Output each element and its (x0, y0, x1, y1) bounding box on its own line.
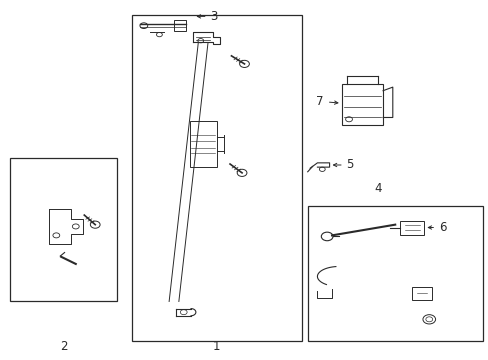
Bar (307, 206, 482, 342)
Bar (399, 221, 424, 235)
Text: 6: 6 (427, 221, 446, 234)
Text: 1: 1 (213, 339, 220, 352)
Bar (411, 287, 431, 300)
Bar (131, 15, 301, 342)
Text: 2: 2 (60, 339, 67, 352)
Bar (174, 20, 186, 31)
Bar (189, 121, 216, 167)
Text: 3: 3 (197, 10, 217, 23)
Text: 4: 4 (374, 183, 381, 195)
Bar (10, 158, 117, 301)
Text: 5: 5 (333, 158, 353, 171)
Bar (341, 84, 382, 125)
Text: 7: 7 (316, 95, 337, 108)
